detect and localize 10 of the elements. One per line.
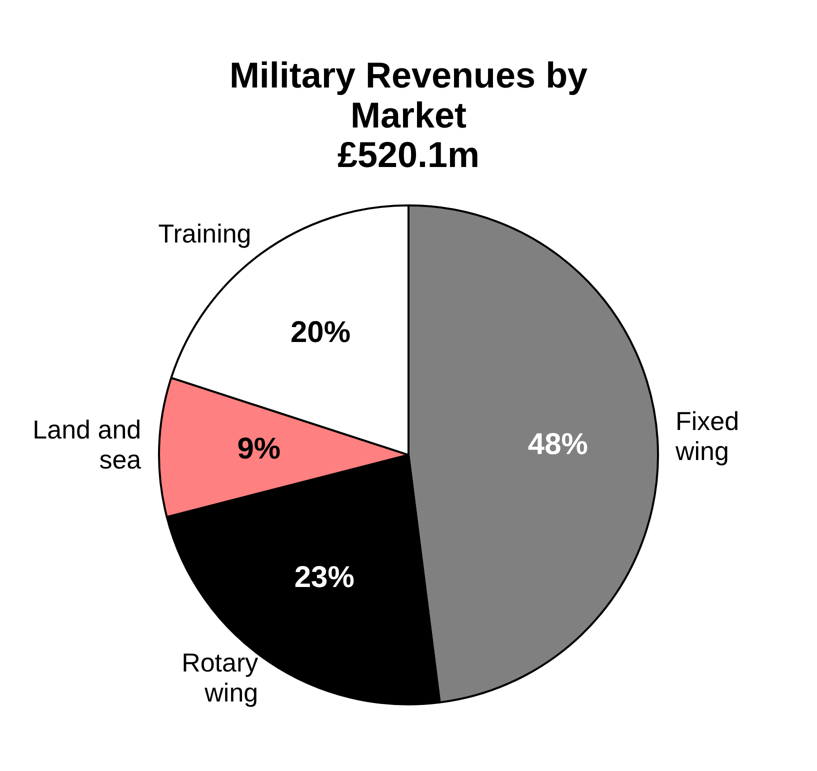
data-label: 20% [290, 316, 351, 350]
data-label: 48% [528, 428, 588, 461]
slice-label: Fixed wing [674, 406, 740, 466]
slice-label: Rotary wing [182, 648, 258, 708]
chart-subtitle: £520.1m [337, 134, 480, 175]
slice-label: Land and sea [32, 414, 142, 475]
chart-title: Military Revenues by Market [229, 54, 588, 136]
data-label: 9% [237, 432, 281, 466]
slice-label: Training [158, 218, 252, 248]
data-label: 23% [294, 560, 354, 594]
